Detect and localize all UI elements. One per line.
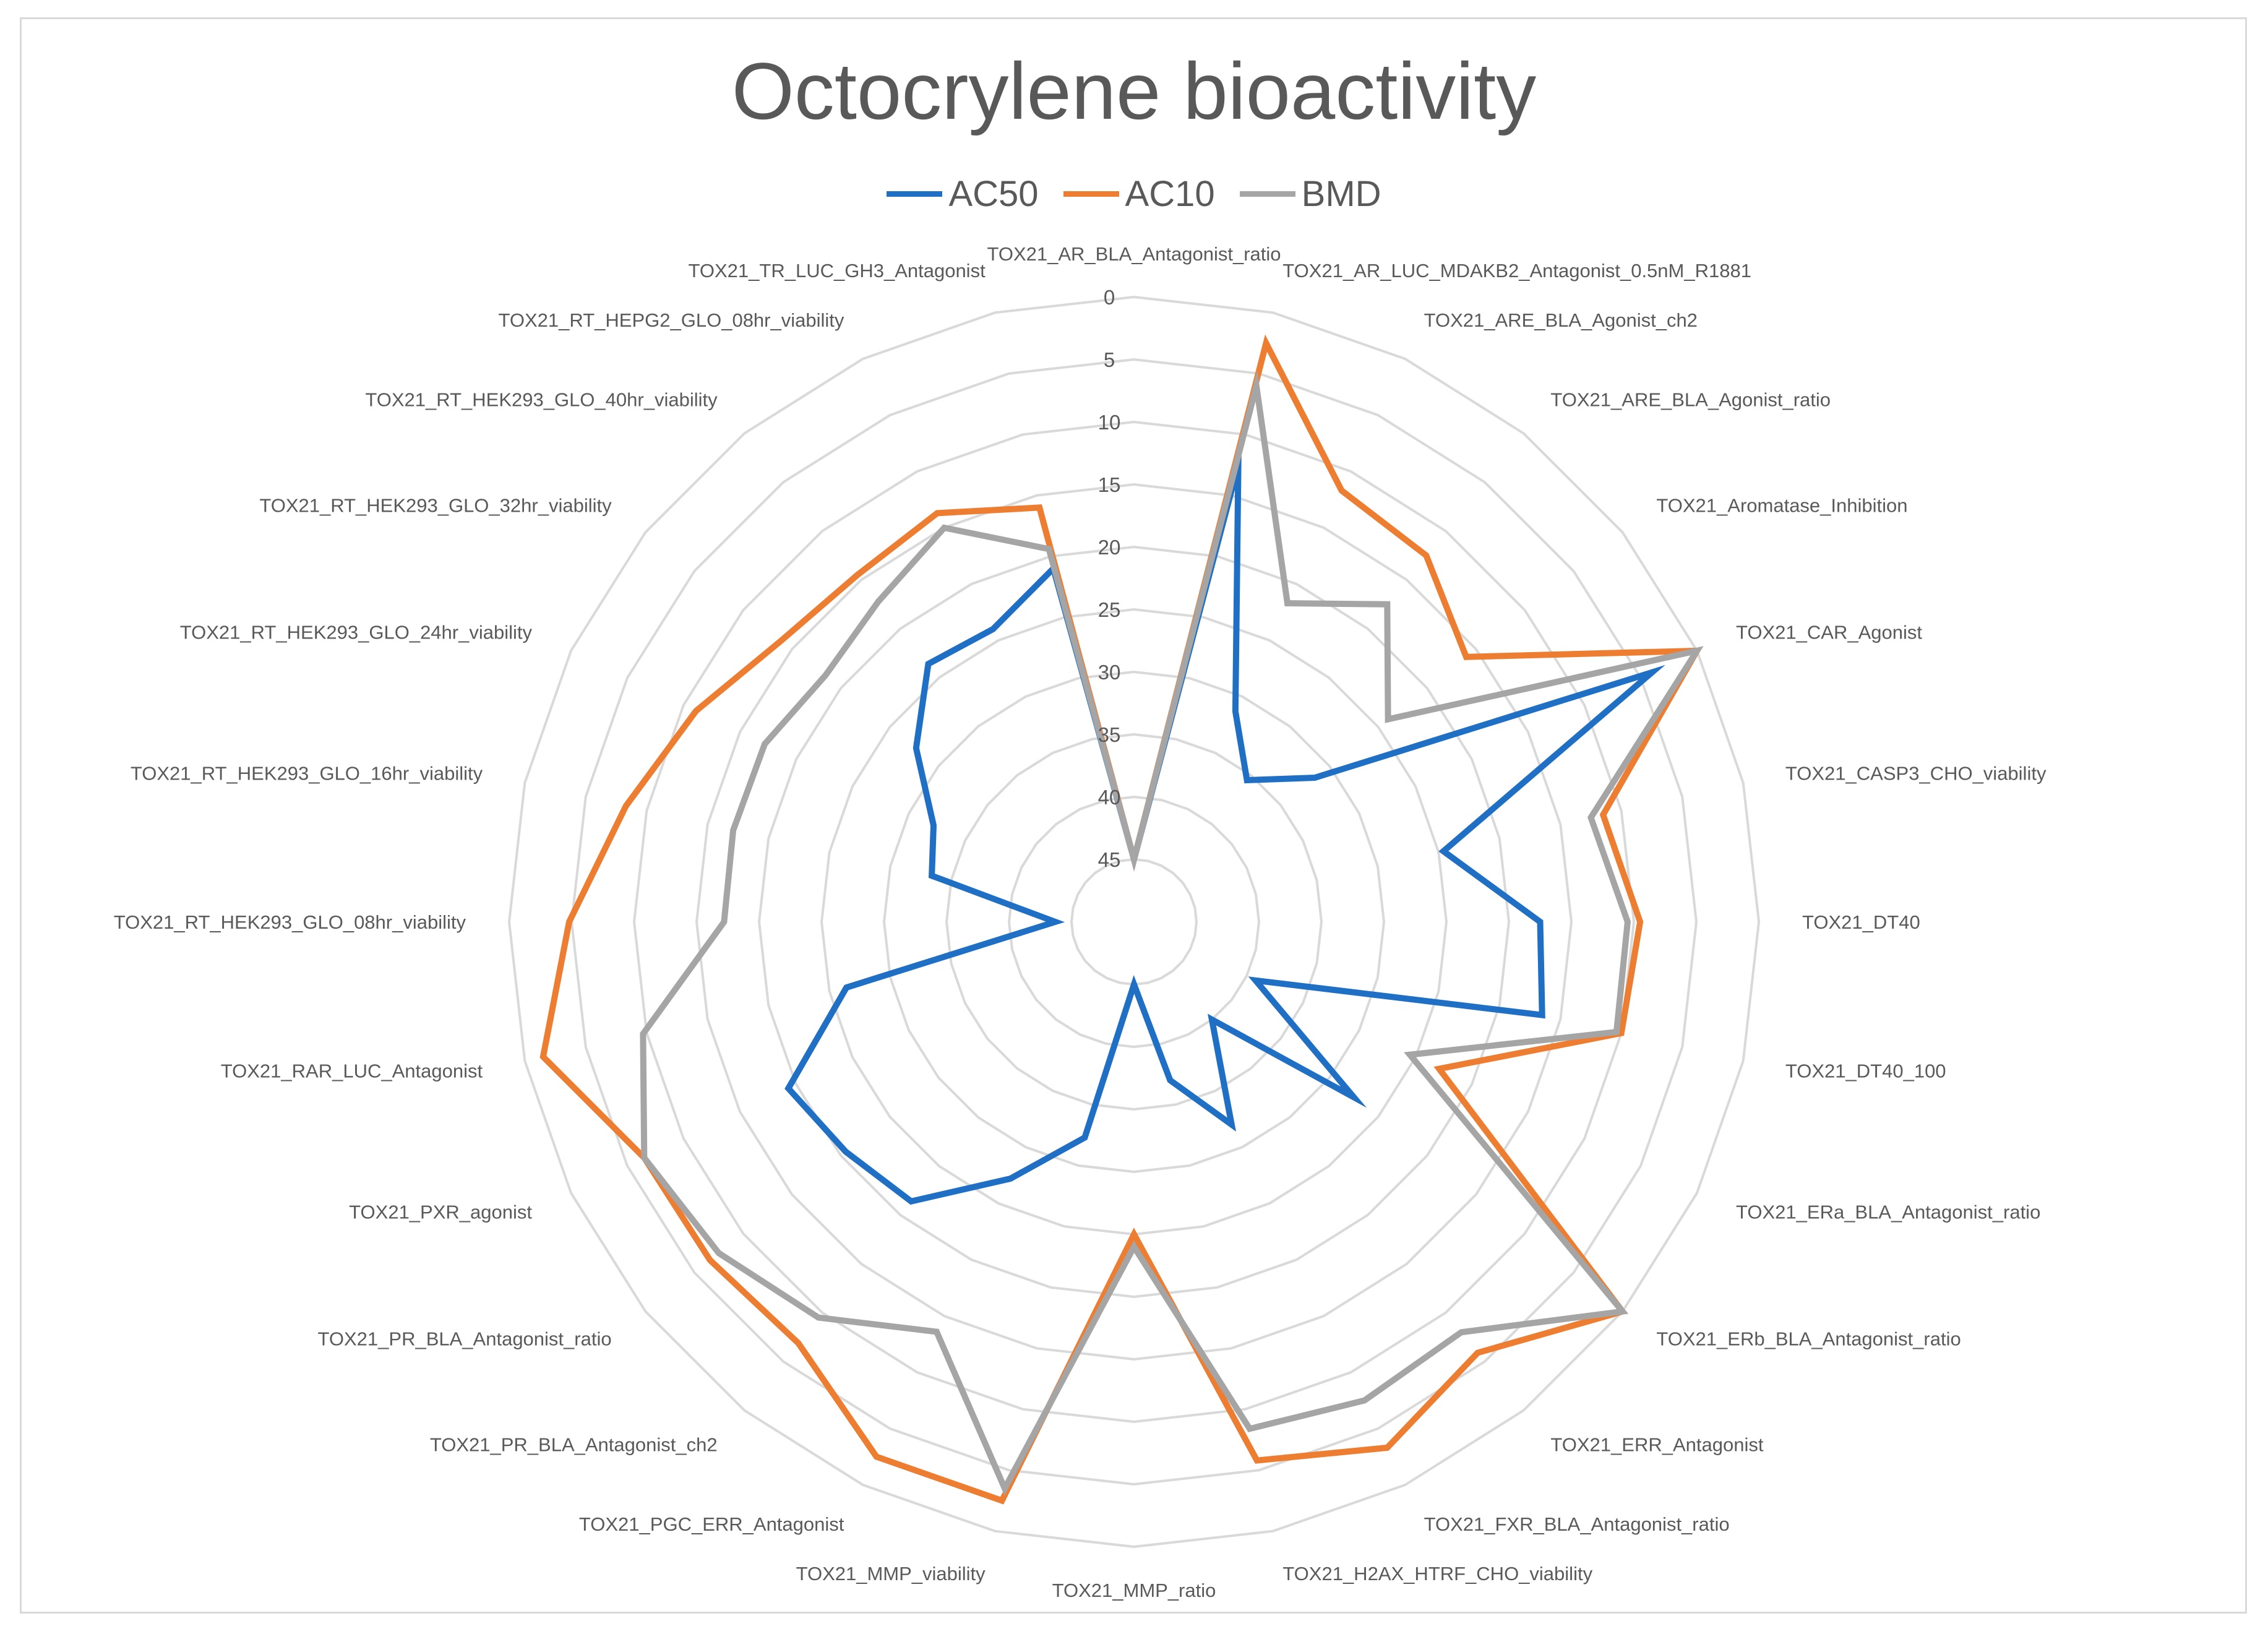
legend-swatch-ac10 (1063, 191, 1119, 197)
category-label: TOX21_RT_HEK293_GLO_40hr_viability (365, 389, 718, 411)
radar-tick-labels: 0 5 10 15 20 25 30 35 40 45 (1098, 286, 1121, 871)
chart-title: Octocrylene bioactivity (731, 46, 1537, 136)
category-label: TOX21_MMP_viability (796, 1563, 986, 1585)
radar-category-labels: TOX21_AR_BLA_Antagonist_ratioTOX21_AR_LU… (114, 243, 2047, 1601)
legend-label-ac10: AC10 (1125, 174, 1215, 214)
series-line-ac50 (784, 440, 1665, 1205)
tick-label: 10 (1098, 411, 1121, 434)
grid-ring (507, 295, 1761, 1549)
category-label: TOX21_RAR_LUC_Antagonist (221, 1060, 483, 1081)
tick-label: 45 (1098, 848, 1121, 871)
category-label: TOX21_ERa_BLA_Antagonist_ratio (1736, 1202, 2040, 1223)
tick-label: 30 (1098, 661, 1121, 684)
grid-ring (882, 670, 1386, 1174)
grid-ring (570, 358, 1698, 1486)
category-label: TOX21_PR_BLA_Antagonist_ratio (318, 1328, 612, 1349)
legend-item-ac10: AC10 (1063, 173, 1215, 215)
tick-label: 20 (1098, 536, 1121, 559)
chart-legend: AC50 AC10 BMD (0, 173, 2268, 215)
legend-item-ac50: AC50 (887, 173, 1039, 215)
legend-swatch-ac50 (887, 191, 943, 197)
tick-label: 35 (1098, 723, 1121, 746)
legend-swatch-bmd (1239, 191, 1295, 197)
legend-label-bmd: BMD (1301, 174, 1381, 214)
category-label: TOX21_PR_BLA_Antagonist_ch2 (430, 1434, 718, 1455)
category-label: TOX21_H2AX_HTRF_CHO_viability (1282, 1563, 1592, 1585)
tick-label: 5 (1104, 348, 1115, 371)
series-line-bmd (640, 370, 1704, 1496)
category-label: TOX21_ERb_BLA_Antagonist_ratio (1656, 1328, 1961, 1349)
tick-label: 25 (1098, 598, 1121, 621)
category-label: TOX21_RT_HEK293_GLO_16hr_viability (131, 763, 483, 785)
legend-label-ac50: AC50 (948, 174, 1039, 214)
category-label: TOX21_DT40_100 (1785, 1060, 1946, 1081)
series-line-ac10 (539, 334, 1703, 1505)
chart-frame (20, 17, 2247, 1614)
category-label: TOX21_PXR_agonist (349, 1202, 532, 1223)
tick-label: 40 (1098, 786, 1121, 809)
category-label: TOX21_AR_BLA_Antagonist_ratio (987, 243, 1281, 265)
category-label: TOX21_FXR_BLA_Antagonist_ratio (1424, 1513, 1730, 1535)
category-label: TOX21_CASP3_CHO_viability (1785, 763, 2047, 785)
category-label: TOX21_MMP_ratio (1052, 1580, 1216, 1601)
grid-ring (1070, 858, 1198, 986)
radar-series (539, 334, 1704, 1505)
category-label: TOX21_TR_LUC_GH3_Antagonist (689, 260, 986, 282)
tick-label: 0 (1104, 286, 1115, 309)
grid-ring (820, 608, 1448, 1236)
legend-item-bmd: BMD (1239, 173, 1381, 215)
category-label: TOX21_ERR_Antagonist (1550, 1434, 1763, 1455)
grid-ring (757, 545, 1511, 1299)
category-label: TOX21_PGC_ERR_Antagonist (579, 1513, 844, 1535)
radar-grid (507, 295, 1761, 1549)
grid-ring (695, 483, 1573, 1361)
category-label: TOX21_ARE_BLA_Agonist_ch2 (1424, 309, 1698, 331)
category-label: TOX21_RT_HEK293_GLO_32hr_viability (259, 495, 612, 517)
category-label: TOX21_RT_HEPG2_GLO_08hr_viability (499, 309, 844, 331)
category-label: TOX21_CAR_Agonist (1736, 621, 1922, 643)
category-label: TOX21_RT_HEK293_GLO_08hr_viability (114, 911, 466, 933)
category-label: TOX21_DT40 (1802, 911, 1920, 933)
category-label: TOX21_Aromatase_Inhibition (1656, 495, 1907, 517)
tick-label: 15 (1098, 473, 1121, 496)
grid-ring (1007, 795, 1261, 1049)
category-label: TOX21_ARE_BLA_Agonist_ratio (1550, 389, 1831, 411)
grid-ring (632, 420, 1636, 1424)
grid-ring (945, 733, 1323, 1111)
category-label: TOX21_AR_LUC_MDAKB2_Antagonist_0.5nM_R18… (1282, 260, 1751, 282)
category-label: TOX21_RT_HEK293_GLO_24hr_viability (180, 621, 533, 643)
